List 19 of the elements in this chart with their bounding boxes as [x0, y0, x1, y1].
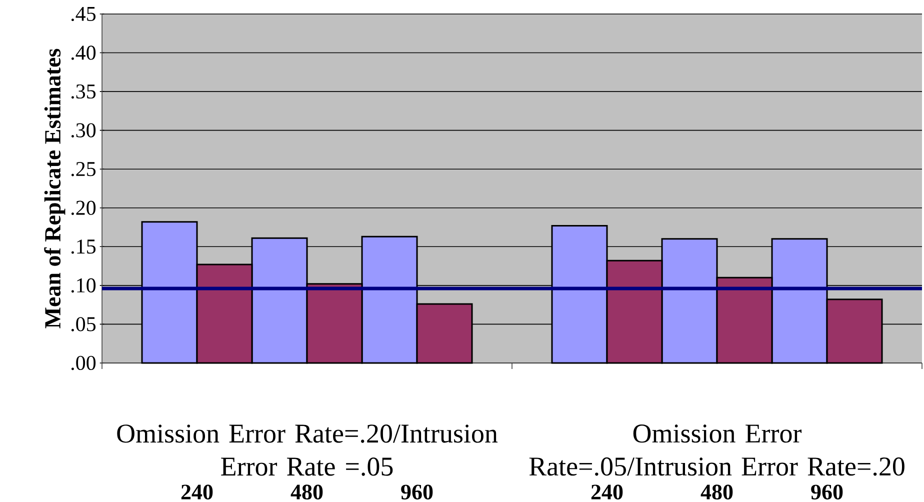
x-tick-label: 960 — [401, 484, 433, 500]
x-tick-label: 240 — [591, 484, 623, 500]
y-tick-label: .40 — [71, 46, 96, 60]
x-tick-label: 240 — [181, 484, 213, 500]
text: Omission Error Rate=.20/Intrusion Error Rate =.05 — [117, 424, 498, 476]
text: Omission Error Rate=.05/Intrusion Error Rate=.20 — [529, 424, 904, 476]
y-tick-label: .20 — [71, 200, 96, 216]
x-tick-label: 480 — [290, 484, 323, 500]
y-axis-title: Mean of Replicate Estimates — [44, 48, 66, 328]
y-tick-label: .35 — [71, 84, 96, 99]
y-tick-label: .30 — [71, 123, 96, 138]
y-tick-label: .25 — [71, 162, 96, 176]
x-tick-label: 480 — [700, 484, 733, 500]
y-tick-label: .45 — [71, 6, 96, 22]
y-tick-label: .05 — [71, 317, 96, 332]
y-tick-label: .10 — [71, 278, 96, 293]
y-tick-label: .15 — [71, 240, 96, 254]
x-tick-label: 960 — [811, 484, 843, 500]
y-tick-label: .00 — [71, 356, 96, 370]
